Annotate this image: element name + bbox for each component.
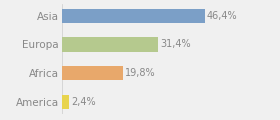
Text: 31,4%: 31,4% (161, 39, 192, 49)
Bar (62, 37, 158, 52)
Text: 2,4%: 2,4% (71, 97, 96, 107)
Text: 46,4%: 46,4% (207, 11, 238, 21)
Bar (62, 9, 204, 23)
Text: 19,8%: 19,8% (125, 68, 156, 78)
Bar (62, 66, 123, 80)
Bar (62, 95, 69, 109)
